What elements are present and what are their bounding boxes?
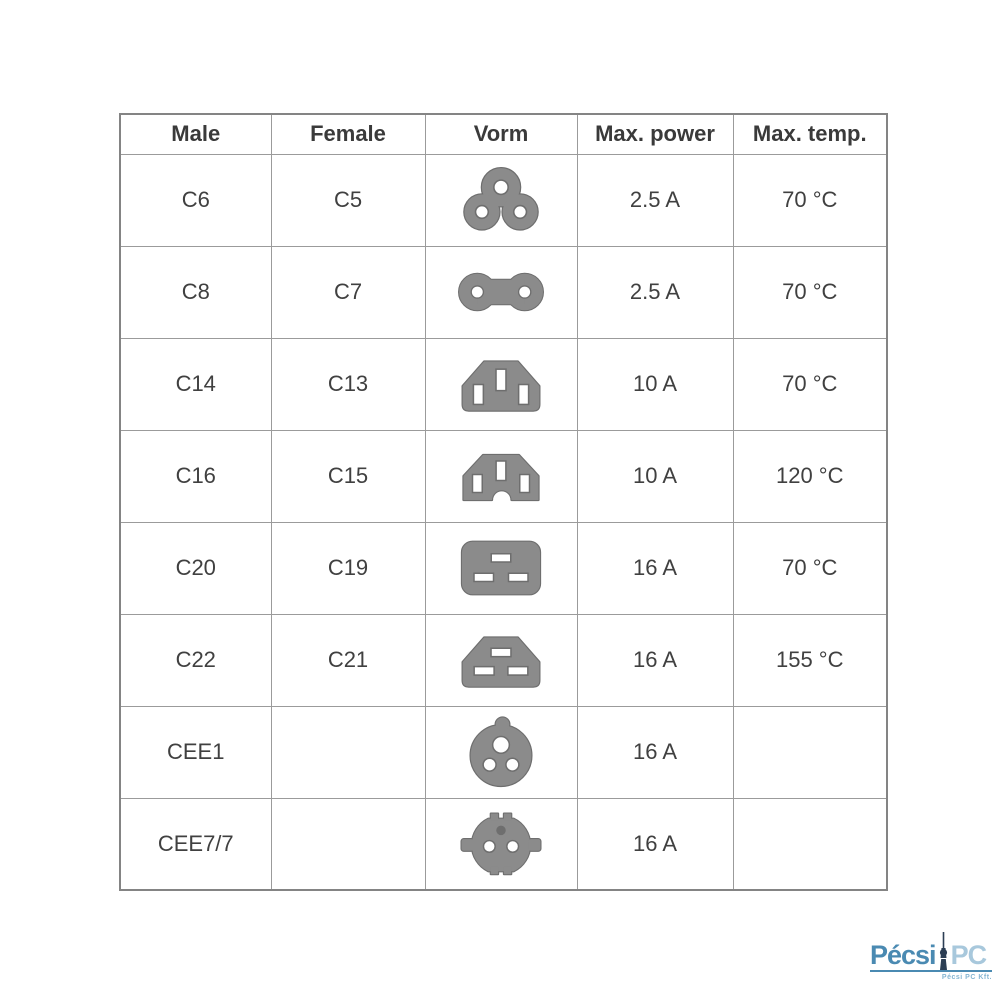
table-row: C20 C19 16 A 70 °C bbox=[119, 521, 888, 615]
table-row: CEE7/7 bbox=[119, 797, 888, 891]
female-cell: C15 bbox=[270, 429, 426, 523]
column-header-max-temp: Max. temp. bbox=[732, 113, 888, 155]
max-temp-cell bbox=[732, 705, 888, 799]
max-power-cell: 16 A bbox=[576, 797, 734, 891]
max-power-cell: 10 A bbox=[576, 429, 734, 523]
female-cell: C7 bbox=[270, 245, 426, 339]
female-cell: C21 bbox=[270, 613, 426, 707]
column-header-vorm: Vorm bbox=[424, 113, 578, 155]
column-header-max-power: Max. power bbox=[576, 113, 734, 155]
male-cell: C16 bbox=[119, 429, 272, 523]
max-power-cell: 16 A bbox=[576, 705, 734, 799]
max-temp-cell: 70 °C bbox=[732, 245, 888, 339]
logo-subtext: Pécsi PC Kft. bbox=[941, 974, 992, 981]
table-row: C22 C21 16 A 155 °C bbox=[119, 613, 888, 707]
male-cell: C8 bbox=[119, 245, 272, 339]
column-header-female: Female bbox=[270, 113, 426, 155]
female-cell bbox=[270, 797, 426, 891]
max-power-cell: 10 A bbox=[576, 337, 734, 431]
table-row: C6 C5 2.5 A 70 °C bbox=[119, 153, 888, 247]
column-header-male: Male bbox=[119, 113, 272, 155]
header-row: Male Female Vorm Max. power Max. temp. bbox=[119, 113, 888, 155]
table-row: C16 C15 10 A 120 °C bbox=[119, 429, 888, 523]
c6-c5-connector-icon bbox=[426, 165, 577, 235]
coupler-table: Male Female Vorm Max. power Max. temp. C… bbox=[119, 113, 888, 891]
male-cell: CEE1 bbox=[119, 705, 272, 799]
max-temp-cell: 120 °C bbox=[732, 429, 888, 523]
table-row: C8 C7 2.5 A 70 °C bbox=[119, 245, 888, 339]
c16-c15-connector-icon bbox=[426, 445, 577, 507]
logo-brand-secondary: PC bbox=[950, 940, 988, 970]
c8-c7-connector-icon bbox=[426, 269, 577, 315]
male-cell: C20 bbox=[119, 521, 272, 615]
female-cell bbox=[270, 705, 426, 799]
female-cell: C19 bbox=[270, 521, 426, 615]
max-power-cell: 16 A bbox=[576, 521, 734, 615]
c20-c19-connector-icon bbox=[426, 537, 577, 599]
max-temp-cell: 70 °C bbox=[732, 521, 888, 615]
max-temp-cell: 70 °C bbox=[732, 153, 888, 247]
male-cell: C6 bbox=[119, 153, 272, 247]
table-row: C14 C13 10 A 70 °C bbox=[119, 337, 888, 431]
max-temp-cell: 70 °C bbox=[732, 337, 888, 431]
max-power-cell: 16 A bbox=[576, 613, 734, 707]
max-power-cell: 2.5 A bbox=[576, 245, 734, 339]
male-cell: C14 bbox=[119, 337, 272, 431]
male-cell: CEE7/7 bbox=[119, 797, 272, 891]
table-row: CEE1 16 A bbox=[119, 705, 888, 799]
c22-c21-connector-icon bbox=[426, 628, 577, 693]
female-cell: C13 bbox=[270, 337, 426, 431]
max-power-cell: 2.5 A bbox=[576, 153, 734, 247]
cee1-connector-icon bbox=[426, 713, 577, 792]
male-cell: C22 bbox=[119, 613, 272, 707]
max-temp-cell: 155 °C bbox=[732, 613, 888, 707]
cee7-7-connector-icon bbox=[426, 807, 577, 880]
c14-c13-connector-icon bbox=[426, 352, 577, 417]
pecsipc-logo: Pécsi PC Pécsi PC Kft. bbox=[870, 932, 992, 981]
max-temp-cell bbox=[732, 797, 888, 891]
tv-tower-icon bbox=[939, 932, 947, 970]
female-cell: C5 bbox=[270, 153, 426, 247]
logo-brand-primary: Pécsi bbox=[870, 940, 937, 970]
